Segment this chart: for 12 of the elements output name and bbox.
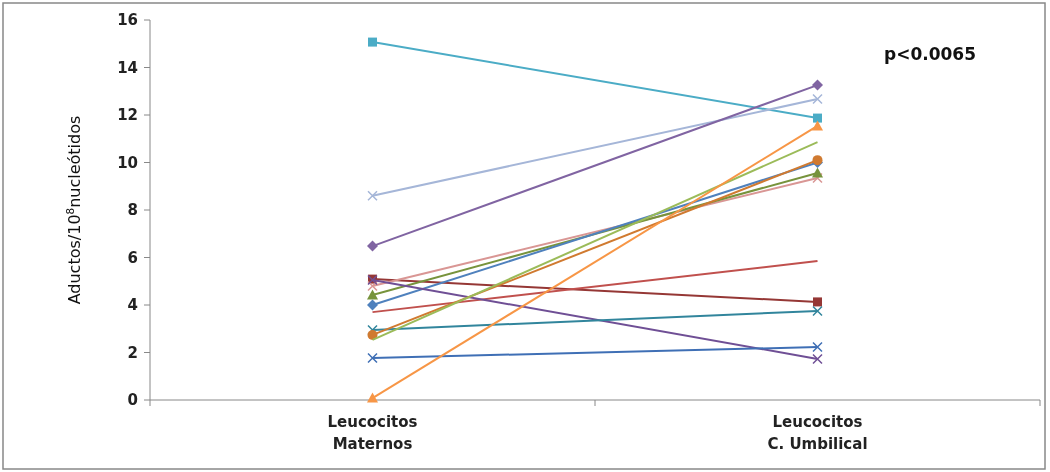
y-tick-label: 12 <box>117 106 138 125</box>
y-tick-label: 6 <box>127 248 138 267</box>
y-tick-label: 4 <box>127 296 138 315</box>
x-tick-label: Leucocitos C. Umbilical <box>767 413 868 453</box>
x-tick-label: Leucocitos Maternos <box>327 413 418 453</box>
y-tick-label: 2 <box>127 343 138 362</box>
y-tick-label: 8 <box>127 201 138 220</box>
y-tick-label: 10 <box>117 153 138 172</box>
y-tick-label: 16 <box>117 11 138 30</box>
y-tick-label: 14 <box>117 58 138 77</box>
annotation: p<0.0065 <box>883 44 977 64</box>
y-tick-label: 0 <box>127 391 138 410</box>
